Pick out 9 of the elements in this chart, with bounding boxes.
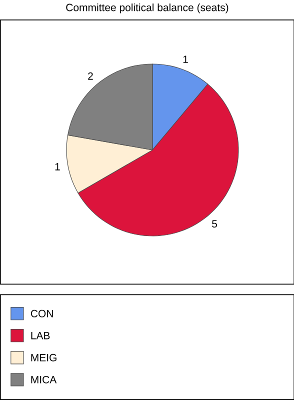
chart-title: Committee political balance (seats) [66, 4, 228, 14]
legend-label: LAB [31, 332, 50, 340]
data-label: 1 [55, 163, 60, 170]
legend-label: CON [30, 310, 53, 318]
legend-label: MICA [31, 376, 56, 384]
data-label: 2 [88, 72, 93, 80]
data-label: 1 [183, 56, 188, 63]
legend-label: MEIG [31, 354, 56, 362]
data-label: 5 [212, 220, 217, 228]
